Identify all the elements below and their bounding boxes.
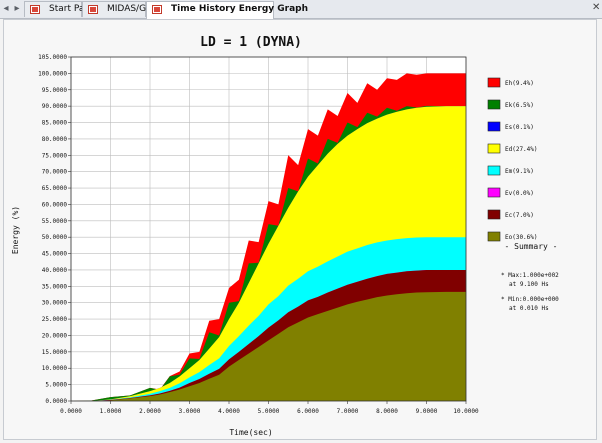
x-tick-label: 10.0000 xyxy=(453,408,479,415)
y-tick-label: 70.0000 xyxy=(42,169,68,176)
x-tick-label: 7.0000 xyxy=(337,408,359,415)
legend: Eh(9.4%) Ek(6.5%) Es(0.1%) Ed(27.4%) Em(9.1%… xyxy=(487,77,538,242)
x-tick-label: 5.0000 xyxy=(258,408,280,415)
x-tick-label: 9.0000 xyxy=(416,408,438,415)
legend-label: Eh(9.4%) xyxy=(505,80,534,87)
y-tick-label: 65.0000 xyxy=(42,185,68,192)
y-tick-label: 35.0000 xyxy=(42,283,68,290)
x-tick-label: 2.0000 xyxy=(139,408,161,415)
summary-min: * Min:0.000e+000 xyxy=(501,296,559,303)
close-icon[interactable]: ✕ xyxy=(592,2,601,13)
scroll-right-icon[interactable]: ▸ xyxy=(14,3,20,14)
y-tick-label: 5.0000 xyxy=(45,382,67,389)
midas-app-icon xyxy=(30,5,40,14)
summary-max-time: at 9.100 Hs xyxy=(509,281,549,288)
midas-app-icon xyxy=(88,5,98,14)
x-axis-label: Time(sec) xyxy=(229,428,272,437)
legend-swatch xyxy=(487,143,501,154)
x-tick-label: 4.0000 xyxy=(218,408,240,415)
axis-ticks: 0.0000 5.0000 10.0000 15.0000 20.0000 25.0000… xyxy=(38,54,479,415)
tab-label: MIDAS/Gen xyxy=(107,4,158,14)
x-tick-label: 6.0000 xyxy=(297,408,319,415)
y-axis-label: Energy (%) xyxy=(11,206,20,254)
y-tick-label: 60.0000 xyxy=(42,201,68,208)
y-tick-label: 30.0000 xyxy=(42,300,68,307)
tab-time-history-energy-graph[interactable]: Time History Energy Graph xyxy=(146,1,308,19)
x-tick-label: 8.0000 xyxy=(376,408,398,415)
tab-midas-gen[interactable]: MIDAS/Gen xyxy=(82,1,157,17)
summary-max: * Max:1.000e+002 xyxy=(501,272,559,279)
y-tick-label: 95.0000 xyxy=(42,87,68,94)
y-tick-label: 100.0000 xyxy=(38,70,67,77)
legend-swatch xyxy=(487,99,501,110)
y-tick-label: 80.0000 xyxy=(42,136,68,143)
legend-label: Em(9.1%) xyxy=(505,168,534,175)
y-tick-label: 85.0000 xyxy=(42,120,68,127)
y-tick-label: 40.0000 xyxy=(42,267,68,274)
y-tick-label: 10.0000 xyxy=(42,365,68,372)
scroll-left-icon[interactable]: ◂ xyxy=(3,3,9,14)
legend-label: Ek(6.5%) xyxy=(505,102,534,109)
graph-canvas: LD = 1 (DYNA) 0.0000 5.0000 10.0000 15.0000… xyxy=(3,19,597,440)
legend-swatch xyxy=(487,231,501,242)
legend-swatch xyxy=(487,209,501,220)
legend-swatch xyxy=(487,187,501,198)
legend-swatch xyxy=(487,77,501,88)
legend-label: Es(0.1%) xyxy=(505,124,534,131)
summary-min-time: at 0.010 Hs xyxy=(509,305,549,312)
y-tick-label: 90.0000 xyxy=(42,103,68,110)
y-tick-label: 55.0000 xyxy=(42,218,68,225)
y-tick-label: 50.0000 xyxy=(42,234,68,241)
y-tick-label: 25.0000 xyxy=(42,316,68,323)
x-tick-label: 1.0000 xyxy=(100,408,122,415)
y-tick-label: 105.0000 xyxy=(38,54,67,61)
y-tick-label: 20.0000 xyxy=(42,332,68,339)
summary-panel: - Summary - * Max:1.000e+002 at 9.100 Hs… xyxy=(501,242,559,312)
x-tick-label: 3.0000 xyxy=(179,408,201,415)
x-tick-label: 0.0000 xyxy=(60,408,82,415)
legend-swatch xyxy=(487,165,501,176)
y-tick-label: 45.0000 xyxy=(42,251,68,258)
energy-chart: LD = 1 (DYNA) 0.0000 5.0000 10.0000 15.0000… xyxy=(11,35,559,437)
series-area-eo xyxy=(71,291,466,401)
tab-bar: ◂ ▸ Start Page MIDAS/Gen Time History En… xyxy=(0,0,602,19)
chart-title: LD = 1 (DYNA) xyxy=(200,35,302,50)
y-tick-label: 15.0000 xyxy=(42,349,68,356)
tab-label: Time History Energy Graph xyxy=(171,4,309,14)
summary-heading: - Summary - xyxy=(505,242,558,251)
legend-label: Ev(0.0%) xyxy=(505,190,534,197)
tab-start-page[interactable]: Start Page xyxy=(24,1,96,17)
stacked-areas xyxy=(71,73,466,401)
y-tick-label: 75.0000 xyxy=(42,152,68,159)
legend-swatch xyxy=(487,121,501,132)
y-tick-label: 0.0000 xyxy=(45,398,67,405)
legend-label: Ed(27.4%) xyxy=(505,146,538,153)
midas-app-icon xyxy=(152,5,162,14)
legend-label: Ec(7.0%) xyxy=(505,212,534,219)
legend-label: Eo(30.6%) xyxy=(505,234,538,241)
tab-label: Start Page xyxy=(49,4,96,14)
